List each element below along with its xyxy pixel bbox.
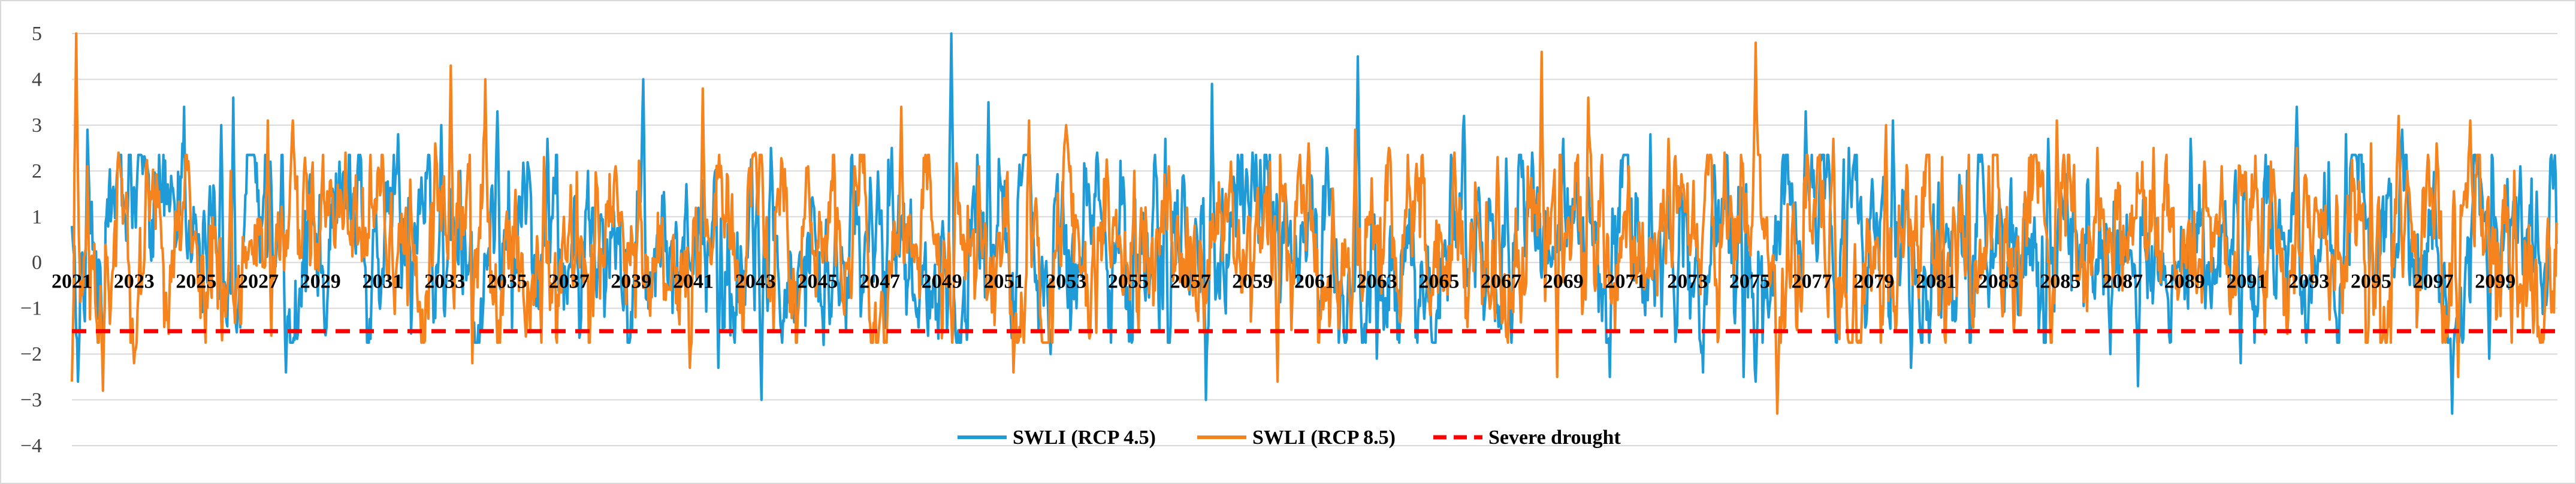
y-tick-label: −2 xyxy=(20,343,42,365)
x-tick-label: 2035 xyxy=(487,270,527,292)
x-tick-label: 2047 xyxy=(859,270,900,292)
x-tick-label: 2033 xyxy=(424,270,465,292)
x-tick-label: 2081 xyxy=(1916,270,1956,292)
x-tick-label: 2091 xyxy=(2227,270,2267,292)
x-axis-tick-labels: 2021 2023 2025 2027 2029 2031 2033 2035 2037 2039… xyxy=(52,270,2515,292)
x-tick-label: 2029 xyxy=(300,270,341,292)
y-tick-label: −3 xyxy=(20,389,42,412)
x-tick-label: 2055 xyxy=(1108,270,1149,292)
x-tick-label: 2075 xyxy=(1729,270,1770,292)
x-tick-label: 2087 xyxy=(2102,270,2143,292)
legend: SWLI (RCP 4.5) SWLI (RCP 8.5) Severe dro… xyxy=(958,426,1621,449)
x-tick-label: 2021 xyxy=(52,270,92,292)
x-tick-label: 2041 xyxy=(673,270,714,292)
legend-label-rcp85: SWLI (RCP 8.5) xyxy=(1252,426,1396,449)
x-tick-label: 2037 xyxy=(549,270,590,292)
x-tick-label: 2025 xyxy=(176,270,216,292)
y-axis-tick-labels: −4 −3 −2 −1 0 1 2 3 4 5 xyxy=(20,23,42,457)
x-tick-label: 2083 xyxy=(1978,270,2019,292)
x-tick-label: 2051 xyxy=(984,270,1025,292)
series-lines xyxy=(70,32,2558,415)
x-tick-label: 2097 xyxy=(2413,270,2454,292)
x-tick-label: 2071 xyxy=(1605,270,1646,292)
x-tick-label: 2069 xyxy=(1543,270,1584,292)
y-tick-label: 0 xyxy=(32,252,42,274)
series-line-rcp85 xyxy=(70,32,2558,415)
x-tick-label: 2053 xyxy=(1046,270,1086,292)
y-tick-label: 3 xyxy=(32,114,42,137)
legend-label-severe-drought: Severe drought xyxy=(1488,426,1621,449)
y-tick-label: −1 xyxy=(20,298,42,320)
x-tick-label: 2067 xyxy=(1481,270,1521,292)
x-tick-label: 2063 xyxy=(1357,270,1397,292)
x-tick-label: 2073 xyxy=(1667,270,1708,292)
x-tick-label: 2059 xyxy=(1232,270,1273,292)
x-tick-label: 2079 xyxy=(1853,270,1894,292)
y-tick-label: −4 xyxy=(20,435,42,457)
y-tick-label: 4 xyxy=(32,68,42,90)
y-tick-label: 1 xyxy=(32,206,42,228)
x-tick-label: 2061 xyxy=(1294,270,1335,292)
y-tick-label: 2 xyxy=(32,160,42,182)
x-tick-label: 2057 xyxy=(1170,270,1211,292)
x-tick-label: 2099 xyxy=(2475,270,2515,292)
x-tick-label: 2045 xyxy=(797,270,838,292)
x-tick-label: 2085 xyxy=(2040,270,2080,292)
x-tick-label: 2095 xyxy=(2351,270,2391,292)
x-tick-label: 2043 xyxy=(735,270,776,292)
x-tick-label: 2031 xyxy=(363,270,403,292)
x-tick-label: 2023 xyxy=(114,270,155,292)
legend-label-rcp45: SWLI (RCP 4.5) xyxy=(1013,426,1156,449)
y-tick-label: 5 xyxy=(32,23,42,45)
x-tick-label: 2027 xyxy=(238,270,279,292)
x-tick-label: 2093 xyxy=(2288,270,2329,292)
x-tick-label: 2065 xyxy=(1418,270,1459,292)
x-tick-label: 2077 xyxy=(1792,270,1832,292)
x-tick-label: 2049 xyxy=(922,270,962,292)
x-tick-label: 2089 xyxy=(2164,270,2205,292)
x-tick-label: 2039 xyxy=(611,270,651,292)
